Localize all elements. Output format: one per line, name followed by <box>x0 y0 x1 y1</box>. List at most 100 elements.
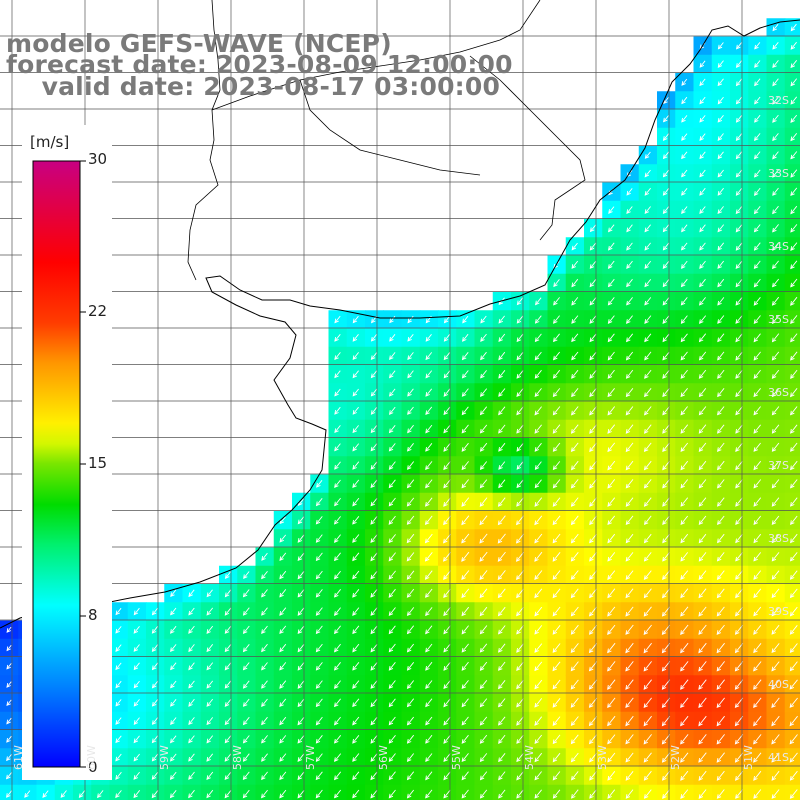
wind-arrow <box>643 460 652 471</box>
wind-arrow <box>680 752 689 763</box>
wind-speed-cell <box>219 675 238 695</box>
wind-arrow <box>498 625 506 635</box>
wind-speed-cell <box>383 511 403 530</box>
wind-arrow <box>334 370 341 379</box>
wind-arrow <box>188 753 195 762</box>
wind-arrow <box>772 60 779 69</box>
wind-arrow <box>534 679 543 690</box>
wind-arrow <box>625 515 634 526</box>
wind-arrow <box>735 570 743 580</box>
valid-date: valid date: 2023-08-17 03:00:00 <box>6 72 501 101</box>
wind-speed-cell <box>511 383 530 403</box>
wind-arrow <box>297 516 305 525</box>
wind-arrow <box>334 570 341 580</box>
wind-arrow <box>498 789 506 799</box>
wind-arrow <box>589 369 597 379</box>
wind-speed-cell <box>784 419 800 439</box>
wind-arrow <box>571 315 579 324</box>
wind-speed-cell <box>365 474 384 494</box>
wind-arrow <box>479 479 488 489</box>
wind-arrow <box>297 607 305 616</box>
wind-arrow <box>698 606 707 617</box>
wind-arrow <box>388 771 396 781</box>
wind-arrow <box>662 169 670 178</box>
wind-speed-cell <box>146 602 165 622</box>
wind-speed-cell <box>748 127 768 147</box>
wind-arrow <box>717 60 724 68</box>
wind-speed-cell <box>36 784 56 800</box>
wind-arrow <box>497 497 506 507</box>
wind-arrow <box>753 351 761 361</box>
wind-arrow <box>608 242 615 251</box>
wind-arrow <box>699 115 706 123</box>
wind-arrow <box>661 734 671 745</box>
wind-arrow <box>681 206 688 215</box>
wind-speed-cell <box>584 547 603 567</box>
wind-speed-cell <box>365 511 384 530</box>
wind-speed-cell <box>474 346 494 366</box>
wind-speed-cell <box>328 693 348 713</box>
wind-arrow <box>661 661 671 672</box>
wind-arrow <box>479 643 488 653</box>
wind-arrow <box>680 278 688 288</box>
wind-arrow <box>279 552 287 562</box>
wind-arrow <box>552 625 561 635</box>
wind-arrow <box>133 626 140 634</box>
wind-speed-cell <box>456 748 476 768</box>
wind-speed-cell <box>200 784 220 800</box>
wind-arrow <box>389 406 396 415</box>
wind-arrow <box>789 752 798 763</box>
wind-speed-cell <box>784 127 800 147</box>
wind-arrow <box>261 571 268 580</box>
wind-arrow <box>516 588 524 599</box>
wind-arrow <box>662 260 670 269</box>
wind-arrow <box>242 735 250 744</box>
wind-arrow <box>772 224 779 233</box>
wind-arrow <box>735 442 743 453</box>
wind-arrow <box>588 679 598 690</box>
wind-speed-cell <box>164 602 184 622</box>
wind-arrow <box>754 169 761 178</box>
wind-arrow <box>297 698 305 708</box>
wind-arrow <box>334 698 341 708</box>
wind-arrow <box>352 461 360 470</box>
wind-arrow <box>352 479 360 489</box>
colorbar <box>22 125 112 780</box>
wind-arrow <box>424 533 433 544</box>
wind-arrow <box>443 315 451 324</box>
wind-arrow <box>735 187 743 196</box>
wind-arrow <box>643 533 652 544</box>
wind-arrow <box>643 624 652 636</box>
wind-speed-cell <box>401 693 421 713</box>
wind-arrow <box>151 717 159 725</box>
wind-arrow <box>352 352 359 361</box>
wind-arrow <box>570 697 579 708</box>
wind-arrow <box>588 661 598 672</box>
wind-speed-cell <box>584 602 603 622</box>
wind-arrow <box>735 206 743 215</box>
wind-arrow <box>425 607 433 617</box>
wind-arrow <box>607 679 616 690</box>
wind-arrow <box>589 351 597 361</box>
wind-arrow <box>425 643 433 653</box>
wind-arrow <box>735 242 743 251</box>
wind-arrow <box>680 642 689 654</box>
wind-arrow <box>734 715 744 727</box>
wind-arrow <box>170 644 177 653</box>
wind-arrow <box>608 224 615 233</box>
wind-speed-cell <box>784 109 800 129</box>
wind-speed-cell <box>127 766 147 786</box>
wind-arrow <box>224 735 232 744</box>
wind-arrow <box>461 406 469 416</box>
wind-arrow <box>133 771 140 780</box>
wind-arrow <box>479 551 488 562</box>
wind-arrow <box>735 533 743 544</box>
wind-speed-cell <box>146 784 165 800</box>
wind-speed-cell <box>565 492 585 512</box>
wind-arrow <box>735 278 743 288</box>
wind-arrow <box>625 606 634 617</box>
wind-speed-cell <box>292 711 311 731</box>
wind-arrow <box>607 552 616 562</box>
wind-arrow <box>480 388 488 397</box>
wind-arrow <box>370 588 378 598</box>
